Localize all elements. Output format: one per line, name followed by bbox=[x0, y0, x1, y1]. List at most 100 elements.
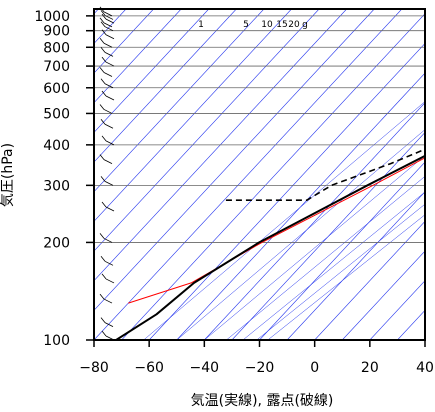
wind-barb bbox=[100, 47, 114, 57]
wind-barb-flag bbox=[100, 119, 106, 125]
isotherm-line bbox=[94, 9, 182, 104]
isotherm-line bbox=[94, 9, 209, 133]
wind-barb bbox=[101, 13, 115, 24]
wind-barb-flag bbox=[101, 273, 107, 280]
skew-isotherms bbox=[94, 9, 425, 340]
x-tick-label: −80 bbox=[79, 360, 109, 376]
y-tick-label: 1000 bbox=[34, 9, 70, 25]
wind-barb-shaft bbox=[104, 26, 114, 32]
wind-barb bbox=[99, 38, 113, 48]
isotherm-line bbox=[94, 9, 154, 74]
isotherm-line bbox=[121, 13, 425, 340]
wind-barb-flag bbox=[100, 176, 106, 182]
wind-barb-shaft bbox=[105, 95, 115, 101]
wind-barb-shaft bbox=[105, 140, 115, 146]
wind-barb bbox=[100, 317, 114, 327]
wind-barb-flag bbox=[100, 78, 106, 85]
y-tick-label: 300 bbox=[43, 178, 70, 194]
y-tick-label: 700 bbox=[43, 59, 70, 75]
x-tick-label: −20 bbox=[245, 360, 275, 376]
wind-barb-flag bbox=[101, 330, 107, 337]
isotherm-line bbox=[94, 9, 265, 193]
isotherm-line bbox=[424, 339, 425, 340]
wind-barb-shaft bbox=[103, 72, 113, 77]
wind-barb bbox=[99, 154, 113, 165]
x-tick-label: 40 bbox=[416, 360, 434, 376]
x-tick-label: −60 bbox=[134, 360, 164, 376]
wind-barb bbox=[99, 104, 113, 114]
wind-barb-flag bbox=[99, 233, 105, 239]
series-layer bbox=[115, 148, 425, 340]
wind-barb-flag bbox=[101, 201, 107, 208]
isotherm-line bbox=[176, 72, 425, 340]
y-tick-label: 400 bbox=[43, 138, 70, 154]
wind-barb-shaft bbox=[104, 123, 114, 129]
mixing-ratio-label: g bbox=[302, 20, 308, 30]
isotherm-line bbox=[94, 9, 320, 252]
wind-barb-shaft bbox=[105, 34, 115, 40]
isotherm-line bbox=[369, 280, 425, 340]
mixing-ratio-label: 20 bbox=[288, 20, 300, 30]
wind-barb bbox=[99, 17, 113, 28]
y-tick-label: 200 bbox=[43, 235, 70, 251]
isotherm-line bbox=[94, 9, 347, 282]
wind-barb-shaft bbox=[105, 206, 115, 212]
wind-barb-shaft bbox=[104, 52, 114, 57]
isotherm-line bbox=[204, 102, 425, 340]
wind-barb bbox=[100, 78, 114, 89]
isotherm-line bbox=[94, 9, 292, 222]
mixing-ratio-lines bbox=[143, 101, 425, 340]
dewpoint-curve bbox=[224, 148, 425, 201]
isotherm-line bbox=[94, 9, 375, 311]
isotherm-line bbox=[259, 161, 425, 340]
mixing-ratio-label: 1 bbox=[198, 20, 204, 30]
y-tick-label: 100 bbox=[43, 333, 70, 349]
isotherm-line bbox=[342, 250, 425, 340]
x-tick-label: −40 bbox=[190, 360, 220, 376]
y-tick-label: 800 bbox=[43, 40, 70, 56]
wind-barb bbox=[101, 135, 115, 146]
x-axis-label: 気温(実線), 露点(破線) bbox=[191, 393, 334, 409]
wind-barb bbox=[100, 256, 114, 266]
wind-barb-shaft bbox=[103, 22, 113, 28]
isotherm-line bbox=[286, 191, 425, 340]
mixing-ratio-labels: 1 5 10 15 20 g bbox=[198, 20, 308, 30]
mixing-ratio-label: 15 bbox=[276, 20, 287, 30]
wind-barb-shaft bbox=[104, 180, 114, 186]
isotherm-line bbox=[94, 9, 403, 340]
wind-barb-flag bbox=[99, 38, 105, 44]
wind-barb bbox=[101, 56, 115, 67]
wind-barb-shaft bbox=[105, 278, 115, 284]
wind-barb-shaft bbox=[105, 61, 115, 67]
y-axis-label: 気圧(hPa) bbox=[0, 143, 16, 207]
isobar-lines bbox=[94, 15, 425, 341]
y-tick-label: 500 bbox=[43, 106, 70, 122]
wind-barb bbox=[100, 119, 114, 129]
y-tick-label: 600 bbox=[43, 81, 70, 97]
wind-barb-flag bbox=[99, 154, 105, 160]
wind-barb-shaft bbox=[105, 18, 115, 24]
temperature-curve bbox=[115, 154, 425, 340]
wind-barb-flag bbox=[101, 90, 107, 97]
wind-barb-shaft bbox=[103, 238, 113, 243]
wind-barb bbox=[100, 176, 114, 186]
wind-barb-shaft bbox=[103, 298, 113, 304]
wind-barb-shaft bbox=[103, 42, 113, 48]
mixing-ratio-line bbox=[204, 155, 425, 340]
wind-barb-shaft bbox=[104, 322, 114, 327]
wind-barbs bbox=[99, 6, 115, 341]
mixing-ratio-line bbox=[242, 191, 425, 340]
wind-barb-flag bbox=[101, 56, 107, 63]
isotherm-line bbox=[314, 220, 425, 340]
mixing-ratio-line bbox=[256, 203, 425, 340]
y-tick-label: 900 bbox=[43, 24, 70, 40]
isotherm-line bbox=[231, 131, 425, 340]
x-tick-label: 0 bbox=[310, 360, 319, 376]
wind-barb-shaft bbox=[103, 159, 113, 165]
wind-barb-flag bbox=[100, 21, 106, 27]
wind-barb-flag bbox=[99, 293, 105, 300]
wind-barb-shaft bbox=[103, 109, 113, 114]
wind-barb-flag bbox=[101, 29, 107, 35]
plot-frame bbox=[93, 8, 426, 341]
wind-barb bbox=[101, 273, 115, 284]
